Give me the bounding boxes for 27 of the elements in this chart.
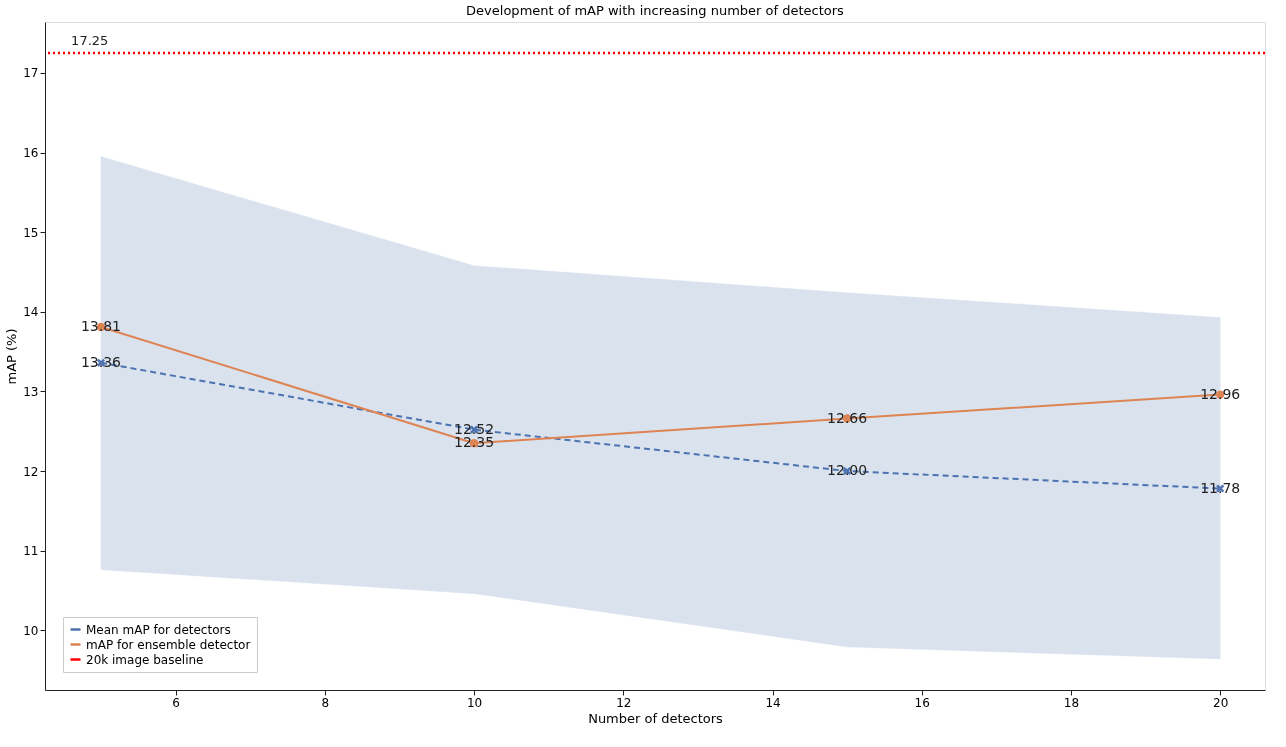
legend-label: mAP for ensemble detector [86,637,251,652]
x-tick-label: 16 [914,695,930,710]
x-axis-title: Number of detectors [588,710,724,726]
annotation: 17.25 [71,33,109,49]
y-tick-label: 15 [23,225,39,240]
y-tick-label: 17 [23,66,39,81]
x-tick-label: 10 [466,695,483,710]
data-label: 11.78 [1200,479,1241,496]
legend-label: 20k image baseline [86,652,204,667]
x-tick-label: 14 [765,695,781,710]
y-tick-label: 13 [23,384,39,399]
y-tick-label: 16 [23,146,39,161]
x-tick-label: 20 [1213,695,1229,710]
y-axis-title: mAP (%) [4,328,20,385]
y-tick-label: 11 [23,544,39,559]
chart-title: Development of mAP with increasing number of detectors [466,3,845,18]
y-tick-label: 12 [23,464,39,479]
legend-label: Mean mAP for detectors [86,622,231,637]
data-label: 12.00 [827,462,868,479]
data-label: 13.36 [80,353,122,370]
x-tick-label: 8 [321,695,330,710]
x-tick-label: 18 [1063,695,1080,710]
y-tick-label: 10 [23,623,39,638]
y-tick-label: 14 [23,305,39,320]
data-label: 12.96 [1200,385,1241,402]
x-tick-label: 12 [616,695,632,710]
x-tick-label: 6 [172,695,180,710]
